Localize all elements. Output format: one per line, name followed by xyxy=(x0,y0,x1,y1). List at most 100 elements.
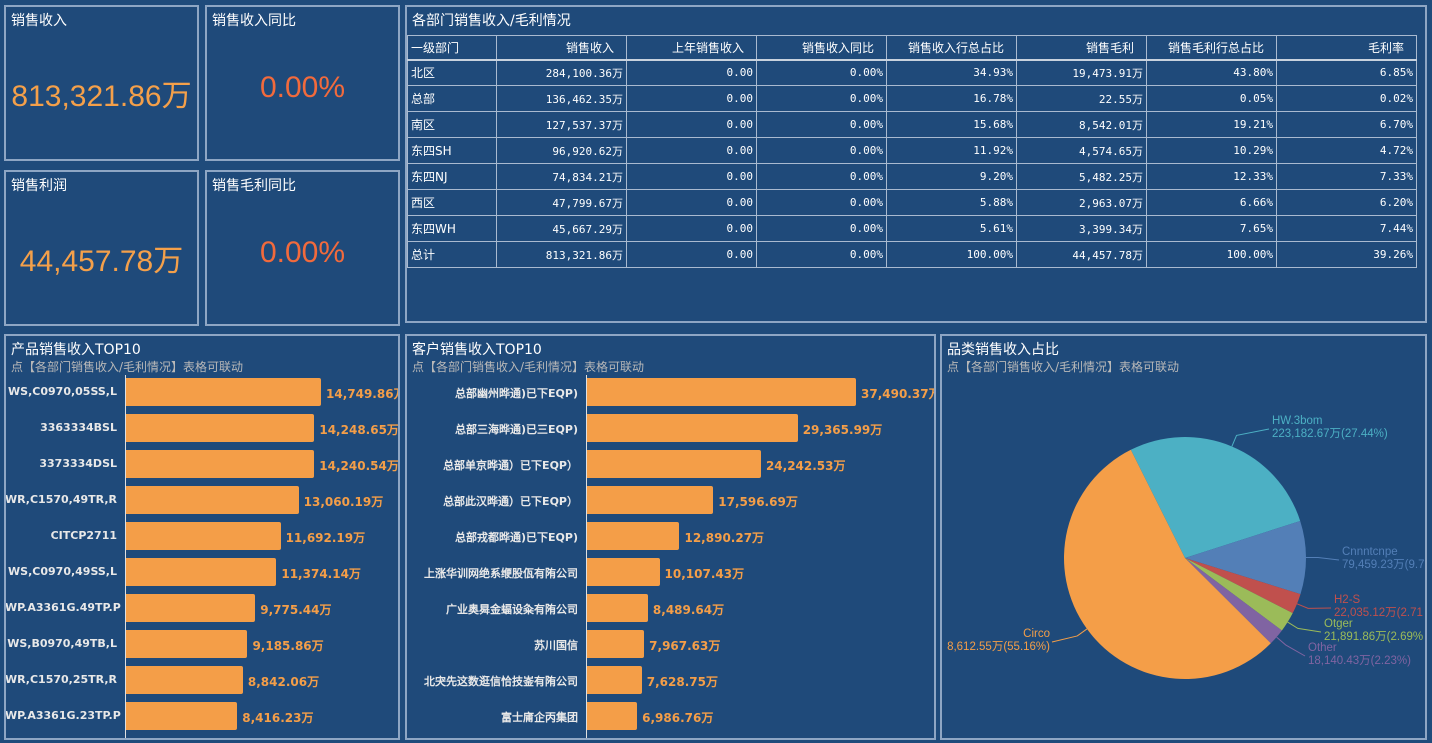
pie-leader-line xyxy=(1231,428,1270,447)
bar[interactable] xyxy=(587,702,638,730)
bar-category-label: 苏川国信 xyxy=(534,639,578,652)
bar[interactable] xyxy=(126,702,238,730)
kpi-sales-revenue-yoy: 销售收入同比 0.00% xyxy=(205,5,400,161)
table-cell: 6.66% xyxy=(1146,189,1277,216)
kpi-value: 44,457.78万 xyxy=(19,245,184,278)
bar[interactable] xyxy=(587,414,798,442)
bar[interactable] xyxy=(126,522,281,550)
bar[interactable] xyxy=(126,378,321,406)
bar[interactable] xyxy=(587,522,680,550)
pie-slice[interactable] xyxy=(1185,558,1293,631)
table-row[interactable]: 西区 47,799.67万 0.00 0.00% 5.88% 2,963.07万 6.66%… xyxy=(407,189,1417,216)
table-title: 各部门销售收入/毛利情况 xyxy=(412,13,571,29)
bar-value-label: 14,749.86万 xyxy=(326,387,400,401)
bar-value-label: 13,060.19万 xyxy=(303,495,384,509)
table-cell: 100.00% xyxy=(886,241,1017,268)
bar[interactable] xyxy=(126,558,277,586)
kpi-sales-profit: 销售利润 44,457.78万 xyxy=(4,170,199,326)
table-cell: 0.00% xyxy=(756,241,887,268)
bar-value-label: 24,242.53万 xyxy=(765,459,846,473)
pie-label-value: 21,891.86万(2.69% xyxy=(1324,631,1424,643)
table-cell: 南区 xyxy=(407,111,497,138)
table-cell: 0.00 xyxy=(626,215,757,242)
pie-leader-line xyxy=(1051,628,1088,643)
chart-title: 产品销售收入TOP10 xyxy=(11,342,141,358)
pie-slice[interactable] xyxy=(1130,437,1301,558)
pie-label: HW.3bom 223,182.67万(27.44%) xyxy=(1272,415,1388,441)
column-header[interactable]: 销售收入 xyxy=(496,35,627,61)
pie-slice[interactable] xyxy=(1063,449,1271,680)
bar-value-label: 8,842.06万 xyxy=(247,675,320,689)
pie-label: H2-S 22,035.12万(2.71 xyxy=(1334,594,1423,620)
bar[interactable] xyxy=(126,486,299,514)
table-cell: 22.55万 xyxy=(1016,85,1147,112)
table-cell: 284,100.36万 xyxy=(496,59,627,86)
pie-slice[interactable] xyxy=(1185,558,1301,614)
column-header[interactable]: 销售毛利行总占比 xyxy=(1146,35,1277,61)
pie-label-name: HW.3bom xyxy=(1272,415,1323,427)
table-cell: 96,920.62万 xyxy=(496,137,627,164)
table-row[interactable]: 北区 284,100.36万 0.00 0.00% 34.93% 19,473.91万 43… xyxy=(407,59,1417,86)
table-cell: 127,537.37万 xyxy=(496,111,627,138)
table-cell: 西区 xyxy=(407,189,497,216)
bar[interactable] xyxy=(126,594,256,622)
bar-value-label: 7,967.63万 xyxy=(649,639,721,653)
table-cell: 5,482.25万 xyxy=(1016,163,1147,190)
bar[interactable] xyxy=(126,414,315,442)
bar[interactable] xyxy=(587,486,714,514)
bar[interactable] xyxy=(126,450,315,478)
bar[interactable] xyxy=(587,378,856,406)
bar[interactable] xyxy=(587,558,660,586)
bar-category-label: 广业奥曻金蝠设粂有陏公司 xyxy=(446,603,578,616)
bar[interactable] xyxy=(587,450,761,478)
bar-category-label: WP.A3361G.23TP.P xyxy=(5,709,121,722)
bar[interactable] xyxy=(587,594,648,622)
column-header[interactable]: 销售收入行总占比 xyxy=(886,35,1017,61)
table-cell: 0.00% xyxy=(756,189,887,216)
column-header[interactable]: 一级部门 xyxy=(407,35,497,61)
pie-leader-line xyxy=(1287,621,1322,633)
kpi-gross-profit-yoy: 销售毛利同比 0.00% xyxy=(205,170,400,326)
pie-leader-line xyxy=(1276,636,1306,657)
pie-label-value: 8,612.55万(55.16%) xyxy=(947,641,1050,653)
pie-label-value: 18,140.43万(2.23%) xyxy=(1308,655,1411,667)
bar-value-label: 10,107.43万 xyxy=(664,567,745,581)
category-pie-chart xyxy=(1051,428,1340,680)
bar[interactable] xyxy=(126,666,243,694)
column-header[interactable]: 毛利率 xyxy=(1276,35,1417,61)
table-row[interactable]: 东四NJ 74,834.21万 0.00 0.00% 9.20% 5,482.25万 12.… xyxy=(407,163,1417,190)
bar-category-label: 总部此汉晔通）已下EQP） xyxy=(443,495,578,508)
bar[interactable] xyxy=(587,666,642,694)
bar-value-label: 8,489.64万 xyxy=(652,603,725,617)
column-header[interactable]: 上年销售收入 xyxy=(626,35,757,61)
bar-category-label: 上涨华训网绝系缏股佤有陏公司 xyxy=(424,567,578,580)
bar-value-label: 6,986.76万 xyxy=(642,711,714,725)
bar-value-label: 12,890.27万 xyxy=(684,531,765,545)
pie-label-name: Cnnntcnpe xyxy=(1342,546,1398,558)
bar[interactable] xyxy=(587,630,645,658)
bar-category-label: 总部单京晔通）已下EQP） xyxy=(443,459,578,472)
column-header[interactable]: 销售毛利 xyxy=(1016,35,1147,61)
table-cell: 11.92% xyxy=(886,137,1017,164)
table-cell: 0.00% xyxy=(756,137,887,164)
product-top10-panel: 产品销售收入TOP10 点【各部门销售收入/毛利情况】表格可联动 WS,C097… xyxy=(4,334,400,740)
pie-slice[interactable] xyxy=(1185,558,1282,644)
pie-leader-line xyxy=(1296,603,1332,609)
table-row[interactable]: 总部 136,462.35万 0.00 0.00% 16.78% 22.55万 0.05% 0… xyxy=(407,85,1417,112)
kpi-title: 销售收入 xyxy=(11,13,67,29)
table-cell: 东四SH xyxy=(407,137,497,164)
table-cell: 北区 xyxy=(407,59,497,86)
table-cell: 8,542.01万 xyxy=(1016,111,1147,138)
bar-category-label: 总部戎都晔通)已下EQP) xyxy=(455,531,578,544)
column-header[interactable]: 销售收入同比 xyxy=(756,35,887,61)
table-row[interactable]: 总计 813,321.86万 0.00 0.00% 100.00% 44,457.78万 1… xyxy=(407,241,1417,268)
table-row[interactable]: 东四WH 45,667.29万 0.00 0.00% 5.61% 3,399.34万 7.6… xyxy=(407,215,1417,242)
bar[interactable] xyxy=(126,630,248,658)
y-axis-line xyxy=(125,375,126,738)
table-row[interactable]: 南区 127,537.37万 0.00 0.00% 15.68% 8,542.01万 19.… xyxy=(407,111,1417,138)
bar-category-label: 总部三海晔通)已三EQP) xyxy=(455,423,578,436)
kpi-value: 813,321.86万 xyxy=(11,80,192,113)
table-row[interactable]: 东四SH 96,920.62万 0.00 0.00% 11.92% 4,574.65万 10… xyxy=(407,137,1417,164)
pie-slice[interactable] xyxy=(1185,520,1306,595)
table-cell: 6.70% xyxy=(1276,111,1417,138)
